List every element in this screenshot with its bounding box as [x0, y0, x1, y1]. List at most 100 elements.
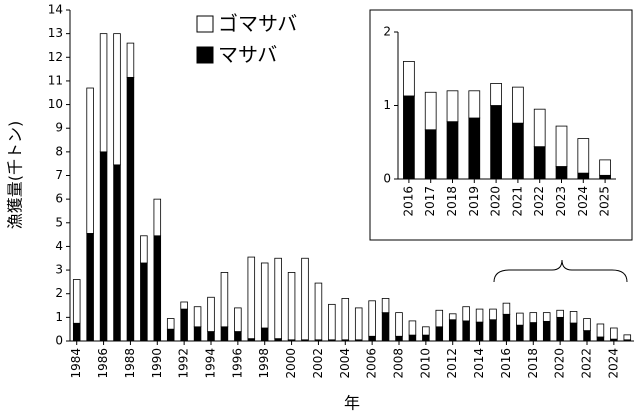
bar-segment [516, 324, 524, 342]
bar-segment [408, 320, 417, 336]
legend-swatch [196, 15, 214, 33]
bar-segment [569, 311, 578, 324]
bar-segment [153, 198, 162, 237]
y-tick-label: 10 [48, 97, 63, 111]
x-tick-label: 1986 [96, 348, 110, 379]
bar-segment [99, 33, 108, 153]
x-tick-label: 1994 [204, 348, 218, 379]
x-tick-label: 1984 [69, 348, 83, 379]
x-tick-label: 2012 [445, 348, 459, 379]
bar-segment [475, 308, 484, 323]
bar-segment [422, 326, 430, 336]
y-tick-label: 13 [48, 26, 63, 40]
x-tick-label: 2024 [606, 348, 620, 379]
y-tick-label: 2 [383, 25, 391, 39]
bar-segment [623, 334, 632, 341]
bar-segment [193, 306, 202, 328]
y-tick-label: 12 [48, 50, 63, 64]
x-tick-label: 2002 [311, 348, 325, 379]
legend-swatch [196, 46, 214, 64]
bar-segment [516, 312, 524, 326]
bar-segment [512, 86, 524, 124]
x-tick-label: 2006 [365, 348, 379, 379]
bar-segment [569, 322, 578, 342]
y-tick-label: 9 [55, 121, 63, 135]
x-tick-label: 1996 [230, 348, 244, 379]
y-tick-label: 4 [55, 239, 63, 253]
bar-segment [403, 61, 415, 97]
bar-segment [489, 308, 497, 321]
x-tick-label: 2020 [553, 348, 567, 379]
bar-segment [408, 334, 417, 342]
x-tick-label: 2021 [510, 186, 524, 217]
bar-segment [555, 125, 568, 167]
x-tick-label: 1992 [177, 348, 191, 379]
bar-segment [577, 172, 590, 180]
bar-segment [448, 319, 457, 342]
x-tick-label: 2018 [445, 186, 459, 217]
bar-segment [140, 262, 148, 342]
bar-segment [180, 301, 188, 310]
brace [493, 259, 628, 283]
bar-segment [260, 262, 269, 329]
x-tick-label: 1990 [150, 348, 164, 379]
bar-segment [368, 335, 376, 342]
x-tick-label: 2023 [554, 186, 568, 217]
bar-segment [596, 336, 605, 342]
bar-segment [395, 312, 403, 337]
bar-segment [207, 296, 215, 332]
bar-segment [381, 298, 390, 314]
bar-segment [99, 151, 108, 342]
bar-segment [446, 121, 459, 180]
bar-segment [220, 326, 229, 342]
legend-label: ゴマサバ [218, 12, 297, 36]
bar-segment [234, 307, 242, 332]
x-tick-label: 2016 [401, 186, 415, 217]
bar-segment [542, 320, 551, 342]
x-tick-label: 2025 [598, 186, 612, 217]
x-tick-label: 2018 [526, 348, 540, 379]
bar-segment [424, 129, 437, 180]
bar-segment [403, 95, 415, 180]
legend-label: マサバ [218, 43, 277, 67]
bar-segment [502, 313, 511, 342]
bar-segment [395, 335, 403, 342]
bar-segment [126, 76, 135, 342]
x-tick-label: 2000 [284, 348, 298, 379]
bar-segment [583, 330, 591, 342]
y-tick-label: 3 [55, 263, 63, 277]
bar-segment [533, 146, 546, 180]
bar-segment [502, 302, 511, 315]
bar-segment [599, 159, 611, 176]
bar-segment [368, 300, 376, 337]
bar-segment [529, 322, 538, 342]
bar-segment [328, 303, 336, 341]
x-tick-label: 2022 [580, 348, 594, 379]
x-tick-label: 2019 [467, 186, 481, 217]
bar-segment [207, 331, 215, 342]
bar-segment [234, 331, 242, 342]
bar-segment [583, 318, 591, 331]
bar-segment [140, 235, 148, 264]
bar-segment [596, 323, 605, 338]
x-axis-label: 年 [344, 394, 360, 413]
x-tick-label: 2008 [392, 348, 406, 379]
bar-segment [529, 312, 538, 323]
bar-segment [462, 306, 470, 322]
y-tick-label: 5 [55, 215, 63, 229]
bar-segment [435, 326, 444, 342]
x-tick-label: 2020 [489, 186, 503, 217]
bar-segment [126, 42, 135, 78]
x-tick-label: 2004 [338, 348, 352, 379]
x-tick-label: 2017 [423, 186, 437, 217]
y-tick-label: 6 [55, 192, 63, 206]
bar-segment [153, 235, 162, 342]
y-tick-label: 0 [383, 172, 391, 186]
bar-segment [86, 233, 94, 342]
y-tick-label: 8 [55, 144, 63, 158]
bar-segment [274, 257, 282, 340]
bar-segment [424, 91, 437, 131]
bar-segment [490, 105, 502, 180]
x-tick-label: 1988 [123, 348, 137, 379]
